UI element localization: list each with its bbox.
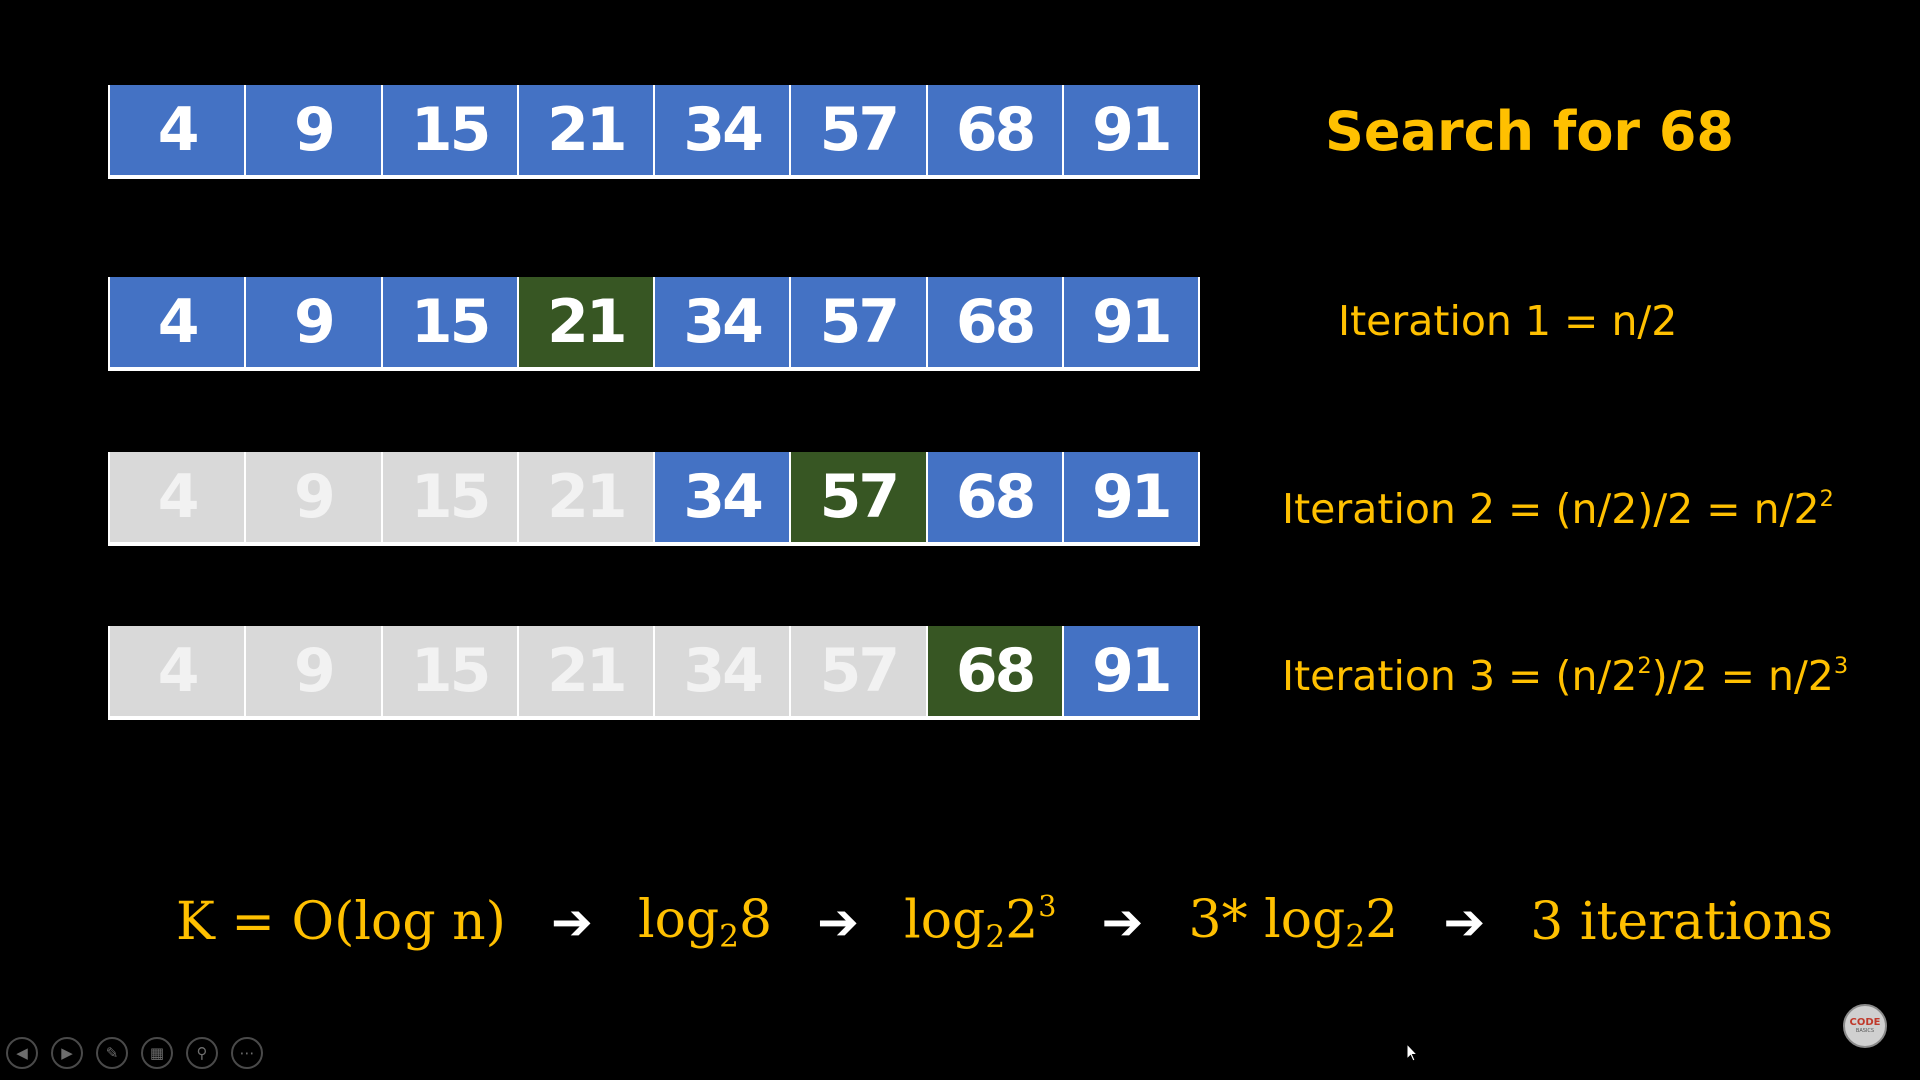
formula-log2-8: log28 [638,890,772,954]
array-cell: 68 [925,85,1062,175]
array-cell: 57 [789,277,926,367]
formula-3-log2-2: 3* log22 [1188,890,1398,954]
array-cell: 57 [789,626,926,716]
array-row-iteration-1: 4 9 15 21 34 57 68 91 [108,277,1200,371]
array-row-iteration-2: 4 9 15 21 34 57 68 91 [108,452,1200,546]
array-cell: 9 [244,626,381,716]
formula-log2-2-cubed: log223 [904,889,1056,955]
array-cell: 21 [516,277,653,367]
array-cell: 9 [244,277,381,367]
array-cell: 4 [108,85,245,175]
array-cell: 15 [380,277,517,367]
array-cell: 21 [516,452,653,542]
formula-log-text: 3* log [1188,889,1346,950]
arrow-icon: ➔ [1443,893,1486,951]
array-cell: 34 [653,85,790,175]
array-cell: 34 [653,626,790,716]
iteration-3-exponent-2: 3 [1833,653,1849,680]
formula-log-text: log [904,890,986,951]
array-cell: 57 [789,452,926,542]
formula-result: 3 iterations [1530,892,1834,952]
array-cell: 21 [516,85,653,175]
iteration-2-text: Iteration 2 = (n/2)/2 = n/2 [1282,485,1820,533]
array-row-iteration-3: 4 9 15 21 34 57 68 91 [108,626,1200,720]
array-cell: 91 [1061,452,1200,542]
logo-text-basics: BASICS [1855,1028,1875,1034]
array-cell: 34 [653,452,790,542]
array-cell: 57 [789,85,926,175]
array-cell: 15 [380,452,517,542]
iteration-2-label: Iteration 2 = (n/2)/2 = n/22 [1282,485,1834,533]
formula-log-text: log [637,889,720,950]
previous-slide-icon[interactable]: ◀ [6,1037,38,1069]
formula-log-arg: 8 [739,889,773,950]
array-cell: 4 [108,277,245,367]
mouse-cursor-icon [1406,1043,1419,1062]
pen-icon[interactable]: ✎ [96,1037,128,1069]
formula-log-base: 2 [985,918,1006,955]
logo-text-code: CODE [1849,1017,1881,1028]
arrow-icon: ➔ [550,893,593,951]
array-cell: 9 [244,452,381,542]
array-cell: 91 [1061,277,1200,367]
array-cell: 4 [108,626,245,716]
complexity-formula: K = O(log n) ➔ log28 ➔ log223 ➔ 3* log22… [176,882,1833,962]
next-slide-icon[interactable]: ▶ [51,1037,83,1069]
arrow-icon: ➔ [1101,893,1144,951]
see-all-slides-icon[interactable]: ▦ [141,1037,173,1069]
zoom-icon[interactable]: ⚲ [186,1037,218,1069]
formula-log-base: 2 [1345,918,1366,955]
array-cell: 91 [1061,626,1200,716]
formula-big-o: K = O(log n) [176,892,506,952]
slideshow-toolbar: ◀ ▶ ✎ ▦ ⚲ ⋯ [6,1037,263,1069]
formula-log-arg: 2 [1005,890,1039,951]
codebasics-logo: CODE BASICS [1843,1004,1887,1048]
array-cell: 34 [653,277,790,367]
arrow-icon: ➔ [817,893,860,951]
array-cell: 9 [244,85,381,175]
array-row-initial: 4 9 15 21 34 57 68 91 [108,85,1200,179]
array-cell: 21 [516,626,653,716]
search-title: Search for 68 [1325,100,1735,163]
formula-exponent: 3 [1038,889,1057,924]
array-cell: 68 [925,626,1062,716]
array-cell: 15 [380,85,517,175]
iteration-3-exponent-1: 2 [1637,653,1652,680]
iteration-3-text-b: )/2 = n/2 [1651,652,1834,700]
array-cell: 68 [925,277,1062,367]
formula-log-base: 2 [719,918,740,955]
iteration-1-label: Iteration 1 = n/2 [1338,297,1678,345]
array-cell: 91 [1061,85,1200,175]
formula-log-arg: 2 [1365,889,1399,950]
array-cell: 15 [380,626,517,716]
array-cell: 4 [108,452,245,542]
iteration-2-exponent: 2 [1819,486,1834,513]
iteration-3-text-a: Iteration 3 = (n/2 [1282,652,1638,700]
array-cell: 68 [925,452,1062,542]
more-options-icon[interactable]: ⋯ [231,1037,263,1069]
iteration-3-label: Iteration 3 = (n/22)/2 = n/23 [1282,652,1848,700]
